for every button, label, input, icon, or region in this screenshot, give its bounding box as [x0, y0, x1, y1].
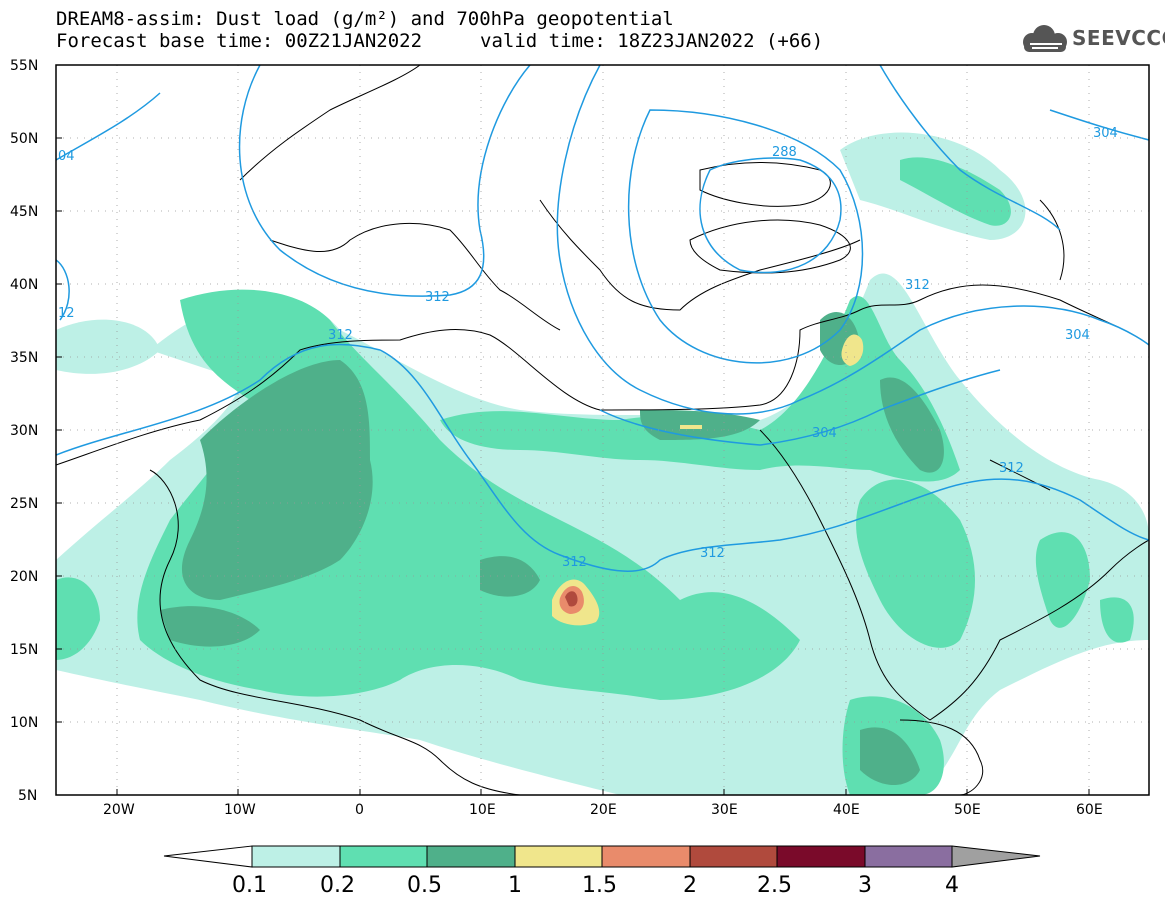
- svg-text:304: 304: [1065, 328, 1090, 343]
- colorbar-swatch: [251, 845, 341, 868]
- lon-label: 10W: [224, 802, 256, 818]
- latitude-labels: 55N 50N 45N 40N 35N 30N 25N 20N 15N 10N …: [10, 58, 38, 804]
- colorbar-label: 1.5: [582, 873, 617, 898]
- contour-labels: 04 12 288 304 312 312 312 304 304 312 31…: [58, 126, 1118, 570]
- colorbar-label: 3: [858, 873, 872, 898]
- map-title: DREAM8-assim: Dust load (g/m²) and 700hP…: [56, 8, 674, 30]
- graticule: [56, 65, 1149, 795]
- lat-label: 45N: [10, 204, 38, 220]
- svg-text:304: 304: [1093, 126, 1118, 141]
- svg-text:288: 288: [772, 145, 797, 160]
- lat-label: 5N: [18, 788, 37, 804]
- lat-label: 20N: [10, 569, 38, 585]
- lat-label: 15N: [10, 642, 38, 658]
- colorbar-swatch: [776, 845, 866, 868]
- colorbar-over-arrow: [951, 845, 1041, 868]
- seevccc-logo: [1023, 25, 1067, 52]
- colorbar-labels: 0.1 0.2 0.5 1 1.5 2 2.5 3 4: [232, 873, 959, 898]
- svg-text:12: 12: [58, 306, 75, 321]
- lon-label: 40E: [833, 802, 860, 818]
- lat-label: 55N: [10, 58, 38, 74]
- lat-label: 10N: [10, 715, 38, 731]
- colorbar-swatch: [339, 845, 428, 868]
- svg-text:312: 312: [562, 555, 587, 570]
- svg-text:312: 312: [999, 461, 1024, 476]
- colorbar: [163, 845, 1041, 868]
- forecast-base-time: Forecast base time: 00Z21JAN2022: [56, 30, 423, 52]
- lon-label: 10E: [469, 802, 496, 818]
- svg-text:04: 04: [58, 149, 75, 164]
- geopotential-contours: [56, 65, 1149, 572]
- lon-label: 50E: [954, 802, 981, 818]
- dust-layer-0-5: [160, 311, 944, 785]
- valid-time: valid time: 18Z23JAN2022 (+66): [480, 30, 824, 52]
- lat-label: 35N: [10, 350, 38, 366]
- colorbar-swatch: [864, 845, 953, 868]
- axis-ticks: [56, 64, 1090, 796]
- colorbar-label: 1: [508, 873, 522, 898]
- svg-text:312: 312: [905, 278, 930, 293]
- svg-text:312: 312: [425, 290, 450, 305]
- colorbar-label: 4: [945, 873, 959, 898]
- colorbar-swatch: [689, 845, 778, 868]
- colorbar-label: 0.2: [320, 873, 355, 898]
- lat-label: 40N: [10, 277, 38, 293]
- logo-text: SEEVCCC: [1072, 26, 1165, 50]
- colorbar-swatch: [601, 845, 691, 868]
- lon-label: 20E: [590, 802, 617, 818]
- colorbar-swatch: [426, 845, 516, 868]
- svg-text:304: 304: [812, 426, 837, 441]
- lon-label: 30E: [711, 802, 738, 818]
- coastlines: [56, 65, 1149, 795]
- lon-label: 20W: [103, 802, 135, 818]
- lon-label: 60E: [1076, 802, 1103, 818]
- lat-label: 25N: [10, 496, 38, 512]
- colorbar-label: 2: [683, 873, 697, 898]
- colorbar-under-arrow: [163, 845, 253, 868]
- colorbar-swatch: [514, 845, 603, 868]
- colorbar-label: 2.5: [757, 873, 792, 898]
- svg-text:312: 312: [328, 328, 353, 343]
- cloud-icon: [1023, 25, 1067, 52]
- dust-layer-2: [565, 591, 578, 607]
- longitude-labels: 20W 10W 0 10E 20E 30E 40E 50E 60E: [103, 802, 1103, 818]
- colorbar-label: 0.5: [407, 873, 442, 898]
- colorbar-label: 0.1: [232, 873, 267, 898]
- svg-text:312: 312: [700, 546, 725, 561]
- lat-label: 50N: [10, 131, 38, 147]
- lat-label: 30N: [10, 423, 38, 439]
- lon-label: 0: [355, 802, 364, 818]
